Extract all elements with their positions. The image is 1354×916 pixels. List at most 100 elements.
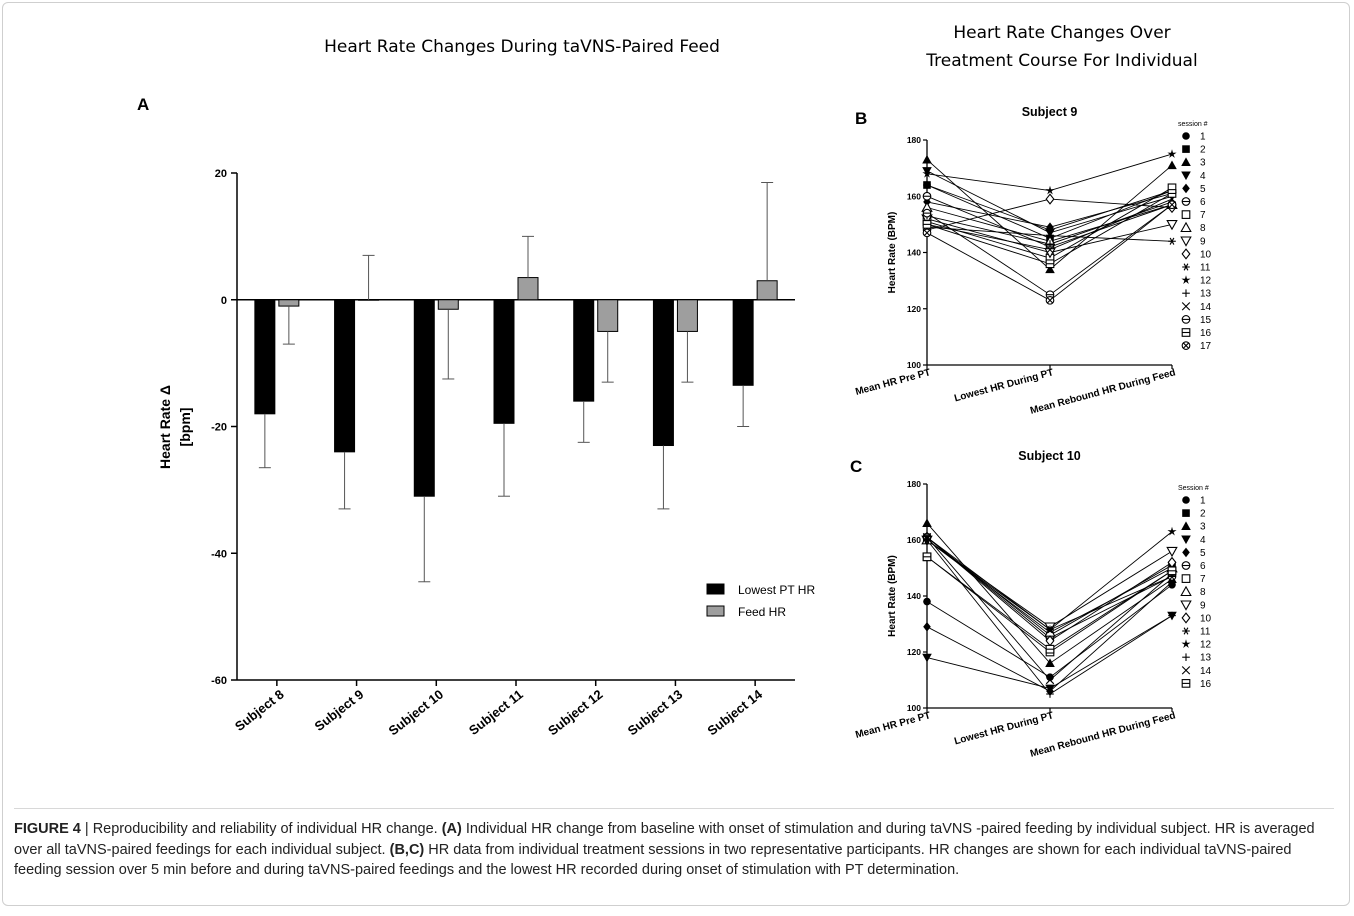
marker-star-filled bbox=[1167, 149, 1177, 158]
y-tick-label-a: -60 bbox=[211, 675, 227, 687]
marker-square-open bbox=[1181, 210, 1191, 219]
marker-plus bbox=[1168, 611, 1176, 620]
marker-square-filled bbox=[1182, 509, 1190, 517]
marker-star-filled bbox=[922, 168, 932, 178]
legend-label-b: 3 bbox=[1200, 158, 1206, 169]
caption-tag-bc: (B,C) bbox=[389, 841, 425, 858]
marker-triangle-down-open bbox=[1044, 248, 1056, 259]
y-tick-label-a: -20 bbox=[211, 422, 227, 434]
marker-circle-x bbox=[1181, 341, 1191, 350]
series-line-c bbox=[926, 536, 1173, 681]
bar-lowest-pt-hr bbox=[334, 299, 356, 453]
marker-square-minus bbox=[922, 220, 932, 229]
panel-label-b: B bbox=[855, 109, 867, 128]
marker-triangle-down-open bbox=[1180, 600, 1192, 611]
chart-title-c: Subject 10 bbox=[1018, 449, 1081, 463]
legend-label-c: 1 bbox=[1200, 496, 1206, 507]
marker-diamond-filled bbox=[923, 622, 931, 632]
figure-caption: FIGURE 4 | Reproducibility and reliabili… bbox=[14, 808, 1334, 881]
figure-svg: Heart Rate Changes During taVNS-Paired F… bbox=[137, 23, 1212, 760]
y-tick-label-a: 0 bbox=[221, 295, 227, 307]
marker-diamond-open bbox=[1181, 612, 1191, 624]
marker-triangle-down-filled bbox=[922, 653, 932, 663]
x-tick-label-a: Subject 9 bbox=[312, 687, 367, 734]
y-tick-label-a: 20 bbox=[215, 168, 227, 180]
marker-triangle-up-filled bbox=[1167, 160, 1177, 170]
marker-circle-minus bbox=[1181, 561, 1191, 570]
marker-triangle-down-open bbox=[1166, 546, 1178, 558]
legend-label-c: 5 bbox=[1200, 548, 1206, 559]
marker-plus bbox=[1182, 653, 1190, 661]
marker-circle-x bbox=[1167, 200, 1177, 210]
marker-diamond-filled bbox=[1168, 577, 1176, 587]
marker-triangle-up-filled bbox=[1045, 264, 1055, 274]
legend-label-c: 7 bbox=[1200, 574, 1206, 585]
legend-label-b: 10 bbox=[1200, 249, 1212, 260]
bar-feed-hr bbox=[517, 277, 539, 301]
marker-part bbox=[1045, 675, 1055, 685]
marker-part bbox=[1168, 201, 1176, 208]
caption-text-bc: HR data from individual treatment sessio… bbox=[14, 841, 1292, 879]
legend-label-c: 2 bbox=[1200, 509, 1206, 520]
bar-lowest-pt-hr bbox=[413, 299, 435, 497]
marker-asterisk bbox=[1182, 627, 1190, 635]
legend-label-c: 12 bbox=[1200, 640, 1212, 651]
x-tick-label-a: Subject 14 bbox=[705, 686, 766, 738]
marker-plus bbox=[1046, 690, 1054, 698]
legend-label-b: 9 bbox=[1200, 236, 1206, 247]
legend-label-b: 16 bbox=[1200, 328, 1212, 339]
legend-label-a: Lowest PT HR bbox=[738, 583, 815, 597]
marker-diamond-filled bbox=[1182, 183, 1190, 194]
bar-feed-hr bbox=[358, 299, 380, 301]
marker-square-minus bbox=[1181, 679, 1191, 688]
y-tick-label-b: 100 bbox=[907, 360, 921, 370]
legend-label-b: 14 bbox=[1200, 302, 1212, 313]
y-tick-label-c: 160 bbox=[907, 535, 921, 545]
marker-asterisk bbox=[1046, 232, 1054, 240]
marker-circle-filled bbox=[1046, 673, 1054, 681]
bar-feed-hr bbox=[437, 299, 459, 310]
marker-circle-x bbox=[1045, 295, 1055, 305]
marker-asterisk bbox=[1182, 263, 1190, 271]
chart-title-b: Subject 9 bbox=[1022, 105, 1078, 119]
marker-square-minus bbox=[1045, 259, 1055, 269]
heading-right-line2: Treatment Course For Individual bbox=[925, 51, 1197, 71]
bar-lowest-pt-hr bbox=[254, 299, 276, 415]
series-line-c bbox=[926, 539, 1173, 628]
legend-label-c: 16 bbox=[1200, 679, 1212, 690]
series-line-c bbox=[926, 539, 1173, 695]
series-line-b bbox=[926, 153, 1173, 192]
marker-circle-minus bbox=[1181, 197, 1191, 206]
legend-label-c: 3 bbox=[1200, 522, 1206, 533]
x-tick-label-a: Subject 11 bbox=[466, 687, 526, 738]
marker-plus bbox=[1046, 240, 1054, 248]
marker-triangle-up-filled bbox=[922, 154, 932, 164]
y-tick-label-c: 140 bbox=[907, 591, 921, 601]
marker-part bbox=[1183, 627, 1189, 635]
bar-feed-hr bbox=[278, 299, 300, 307]
y-axis-label-b: Heart Rate (BPM) bbox=[887, 212, 898, 294]
marker-circle-x bbox=[922, 228, 932, 238]
legend-label-b: 13 bbox=[1200, 289, 1212, 300]
x-tick-label-a: Subject 12 bbox=[545, 687, 605, 739]
marker-triangle-up-filled bbox=[1181, 157, 1191, 166]
y-tick-label-b: 140 bbox=[907, 248, 921, 258]
y-tick-label-a: -40 bbox=[211, 548, 227, 560]
marker-x bbox=[1045, 675, 1055, 685]
panel-label-a: A bbox=[137, 95, 149, 114]
y-axis-label-line2: [bpm] bbox=[177, 408, 193, 447]
legend-label-b: 8 bbox=[1200, 223, 1206, 234]
bar-chart-a: 20 0 -20 -40 -60 Heart Rate Δ [bpm] Subject 8 Su… bbox=[157, 168, 815, 738]
line-chart-b: Subject 9 180 160 140 120 100 Heart Rate (BPM)… bbox=[854, 105, 1211, 417]
bar-feed-hr bbox=[676, 299, 698, 332]
bar-lowest-pt-hr bbox=[573, 299, 595, 402]
marker-plus bbox=[1182, 289, 1190, 297]
legend-label-b: 1 bbox=[1200, 132, 1206, 143]
caption-lead: Reproducibility and reliability of indiv… bbox=[92, 821, 442, 837]
bar-lowest-pt-hr bbox=[652, 299, 674, 447]
legend-label-b: 11 bbox=[1200, 263, 1211, 274]
caption-figure-label: FIGURE 4 bbox=[14, 821, 81, 837]
marker-diamond-filled bbox=[1182, 547, 1190, 558]
y-tick-label-b: 160 bbox=[907, 191, 921, 201]
